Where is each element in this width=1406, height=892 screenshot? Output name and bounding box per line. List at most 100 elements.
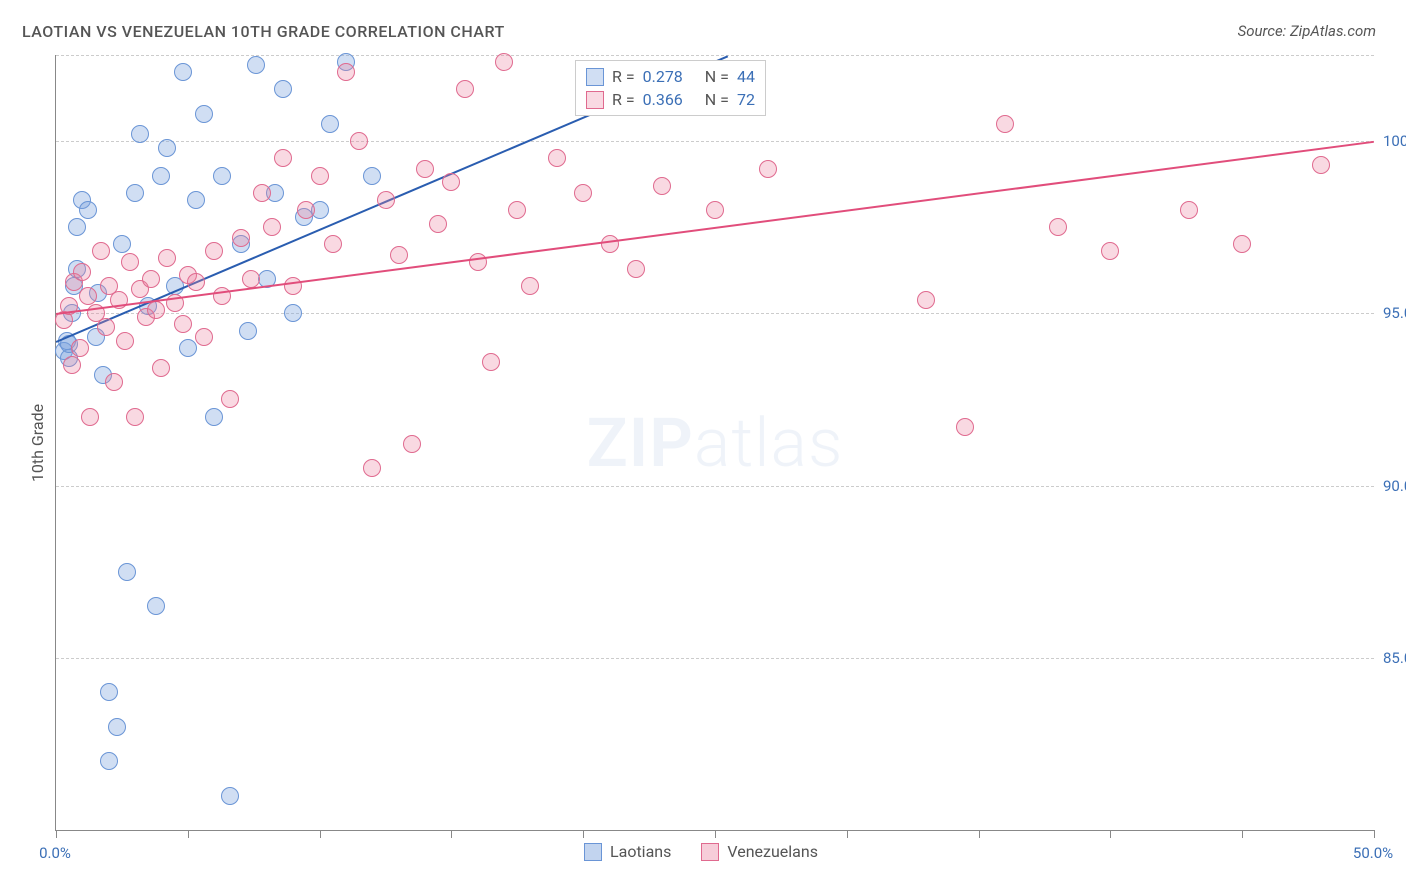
scatter-point: [521, 277, 539, 295]
scatter-point: [205, 242, 223, 260]
scatter-point: [116, 332, 134, 350]
scatter-point: [195, 105, 213, 123]
scatter-point: [469, 253, 487, 271]
scatter-point: [403, 435, 421, 453]
scatter-point: [187, 273, 205, 291]
scatter-point: [263, 218, 281, 236]
y-tick-label: 95.0%: [1383, 304, 1406, 322]
watermark-bold: ZIP: [587, 403, 694, 483]
legend: Laotians Venezuelans: [584, 842, 818, 861]
x-tick-mark: [1110, 830, 1111, 838]
source-label: Source:: [1238, 22, 1290, 40]
scatter-point: [73, 263, 91, 281]
scatter-point: [429, 215, 447, 233]
scatter-point: [548, 149, 566, 167]
scatter-point: [92, 242, 110, 260]
scatter-point: [337, 63, 355, 81]
scatter-point: [377, 191, 395, 209]
source-attribution: Source: ZipAtlas.com: [1238, 22, 1376, 40]
scatter-point: [653, 177, 671, 195]
legend-item: Laotians: [584, 842, 671, 861]
scatter-point: [956, 418, 974, 436]
r-value: 0.278: [643, 67, 683, 86]
x-tick-mark: [847, 830, 848, 838]
scatter-point: [195, 328, 213, 346]
scatter-point: [187, 191, 205, 209]
stats-row: R = 0.366N = 72: [586, 88, 755, 111]
series-swatch: [586, 68, 604, 86]
scatter-plot-area: ZIPatlas: [55, 55, 1374, 831]
legend-label: Laotians: [610, 842, 671, 861]
trend-line: [56, 141, 1374, 315]
chart-title: LAOTIAN VS VENEZUELAN 10TH GRADE CORRELA…: [22, 22, 505, 41]
scatter-point: [759, 160, 777, 178]
series-swatch: [586, 91, 604, 109]
scatter-point: [601, 235, 619, 253]
scatter-point: [996, 115, 1014, 133]
scatter-point: [247, 56, 265, 74]
gridline: [56, 486, 1374, 487]
scatter-point: [97, 318, 115, 336]
scatter-point: [284, 277, 302, 295]
scatter-point: [147, 597, 165, 615]
y-tick-label: 85.0%: [1383, 649, 1406, 667]
scatter-point: [363, 459, 381, 477]
scatter-point: [63, 356, 81, 374]
x-tick-mark: [715, 830, 716, 838]
scatter-point: [456, 80, 474, 98]
scatter-point: [495, 53, 513, 71]
legend-swatch: [584, 843, 602, 861]
scatter-point: [284, 304, 302, 322]
scatter-point: [917, 291, 935, 309]
scatter-point: [174, 63, 192, 81]
y-axis-title: 10th Grade: [28, 403, 47, 481]
scatter-point: [118, 563, 136, 581]
x-tick-label: 0.0%: [39, 844, 71, 862]
x-tick-mark: [583, 830, 584, 838]
scatter-point: [1233, 235, 1251, 253]
scatter-point: [152, 167, 170, 185]
x-tick-mark: [188, 830, 189, 838]
scatter-point: [221, 390, 239, 408]
scatter-point: [350, 132, 368, 150]
scatter-point: [113, 235, 131, 253]
scatter-point: [239, 322, 257, 340]
scatter-point: [147, 301, 165, 319]
scatter-point: [321, 115, 339, 133]
r-value: 0.366: [643, 90, 683, 109]
source-name: ZipAtlas.com: [1290, 22, 1376, 40]
scatter-point: [179, 339, 197, 357]
scatter-point: [100, 683, 118, 701]
scatter-point: [442, 173, 460, 191]
x-tick-mark: [320, 830, 321, 838]
y-tick-label: 100.0%: [1383, 132, 1406, 150]
scatter-point: [706, 201, 724, 219]
correlation-stats-box: R = 0.278N = 44R = 0.366N = 72: [575, 60, 766, 116]
r-label: R =: [612, 67, 635, 86]
gridline: [56, 658, 1374, 659]
scatter-point: [79, 287, 97, 305]
scatter-point: [71, 339, 89, 357]
scatter-point: [232, 229, 250, 247]
scatter-point: [131, 125, 149, 143]
x-tick-mark: [451, 830, 452, 838]
n-label: N =: [705, 67, 729, 86]
scatter-point: [297, 201, 315, 219]
n-label: N =: [705, 90, 729, 109]
x-tick-mark: [1242, 830, 1243, 838]
scatter-point: [158, 249, 176, 267]
scatter-point: [482, 353, 500, 371]
r-label: R =: [612, 90, 635, 109]
legend-item: Venezuelans: [701, 842, 818, 861]
scatter-point: [68, 218, 86, 236]
scatter-point: [105, 373, 123, 391]
scatter-point: [205, 408, 223, 426]
scatter-point: [627, 260, 645, 278]
scatter-point: [1049, 218, 1067, 236]
x-tick-mark: [56, 830, 57, 838]
scatter-point: [126, 184, 144, 202]
scatter-point: [574, 184, 592, 202]
scatter-point: [363, 167, 381, 185]
n-value: 44: [737, 67, 755, 86]
scatter-point: [126, 408, 144, 426]
